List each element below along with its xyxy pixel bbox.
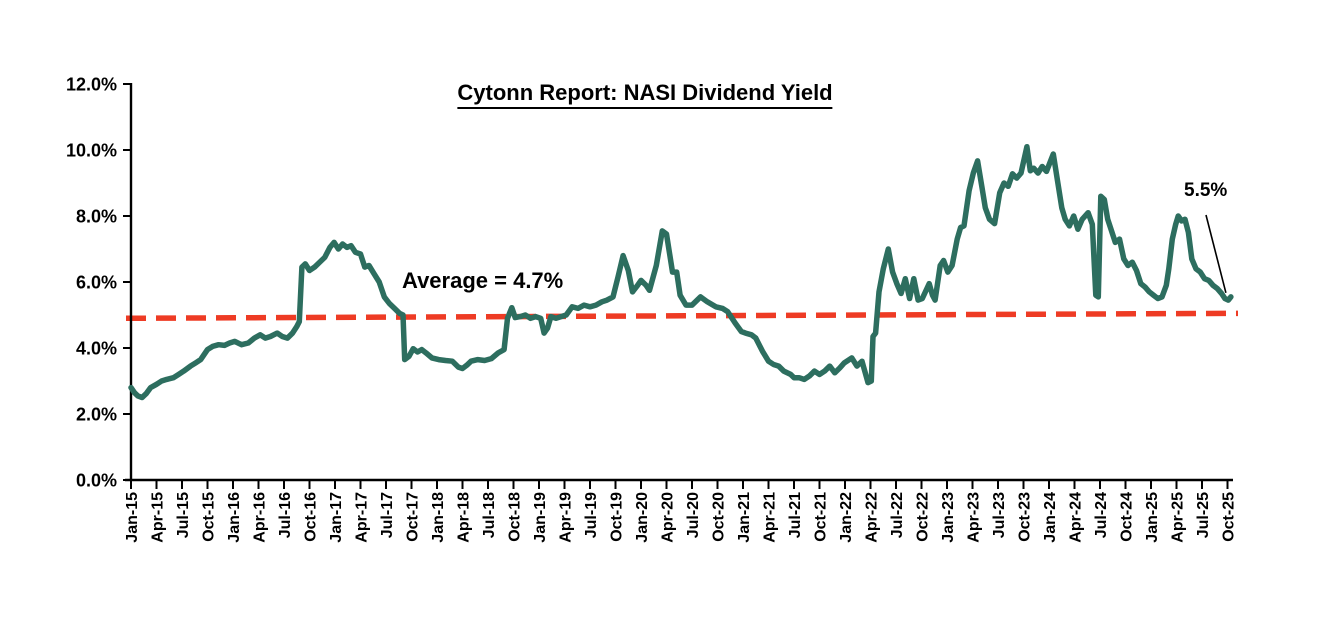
y-tick-label: 4.0% [76, 339, 117, 359]
average-annotation: Average = 4.7% [402, 268, 564, 293]
x-tick-label: Jul-22 [889, 492, 906, 538]
x-tick-label: Oct-20 [711, 492, 728, 542]
x-tick-label: Jul-23 [991, 492, 1008, 538]
x-tick-label: Apr-21 [762, 492, 779, 543]
x-tick-label: Jan-16 [226, 492, 243, 543]
annotation-leader-line [1205, 214, 1227, 294]
x-tick-label: Oct-24 [1119, 492, 1136, 542]
dividend-yield-line [128, 143, 1234, 401]
x-tick-label: Oct-15 [201, 492, 218, 542]
x-tick-label: Jul-18 [481, 492, 498, 538]
y-tick-label: 12.0% [66, 75, 117, 95]
y-tick-label: 10.0% [66, 141, 117, 161]
x-tick-label: Oct-18 [507, 492, 524, 542]
x-tick-label: Oct-23 [1017, 492, 1034, 542]
y-tick-label: 0.0% [76, 471, 117, 491]
x-tick-label: Oct-17 [405, 492, 422, 542]
x-tick-label: Apr-22 [864, 492, 881, 543]
x-tick-label: Jan-22 [838, 492, 855, 543]
x-tick-label: Jan-24 [1042, 492, 1059, 543]
x-tick-label: Jan-21 [736, 492, 753, 543]
y-tick-label: 6.0% [76, 273, 117, 293]
x-tick-label: Jul-19 [583, 492, 600, 538]
x-tick-label: Apr-15 [150, 492, 167, 543]
x-tick-label: Jul-15 [175, 492, 192, 538]
x-tick-label: Jan-20 [634, 492, 651, 543]
x-tick-label: Jul-20 [685, 492, 702, 538]
x-tick-label: Apr-19 [558, 492, 575, 543]
x-tick-label: Oct-25 [1221, 492, 1238, 542]
x-tick-label: Jan-25 [1144, 492, 1161, 543]
x-tick-label: Apr-18 [456, 492, 473, 543]
x-tick-label: Jan-23 [940, 492, 957, 543]
x-tick-label: Apr-16 [252, 492, 269, 543]
x-tick-label: Jan-17 [328, 492, 345, 543]
x-tick-label: Apr-23 [966, 492, 983, 543]
x-tick-label: Oct-22 [915, 492, 932, 542]
x-tick-label: Jul-16 [277, 492, 294, 538]
x-tick-label: Oct-21 [813, 492, 830, 542]
x-tick-label: Jan-19 [532, 492, 549, 543]
x-tick-label: Apr-24 [1068, 492, 1085, 543]
x-tick-label: Apr-25 [1170, 492, 1187, 543]
x-tick-label: Oct-19 [609, 492, 626, 542]
y-tick-label: 2.0% [76, 405, 117, 425]
chart-title: Cytonn Report: NASI Dividend Yield [457, 80, 833, 109]
x-tick-label: Apr-20 [660, 492, 677, 543]
end-value-annotation: 5.5% [1184, 180, 1228, 201]
x-tick-label: Jul-17 [379, 492, 396, 538]
average-dashed-line [125, 310, 1239, 322]
x-tick-label: Jan-18 [430, 492, 447, 543]
x-tick-label: Jul-25 [1195, 492, 1212, 538]
y-tick-label: 8.0% [76, 207, 117, 227]
x-tick-label: Jul-24 [1093, 492, 1110, 538]
x-tick-label: Apr-17 [354, 492, 371, 543]
x-tick-label: Oct-16 [303, 492, 320, 542]
x-tick-label: Jan-15 [124, 492, 141, 543]
x-tick-label: Jul-21 [787, 492, 804, 538]
